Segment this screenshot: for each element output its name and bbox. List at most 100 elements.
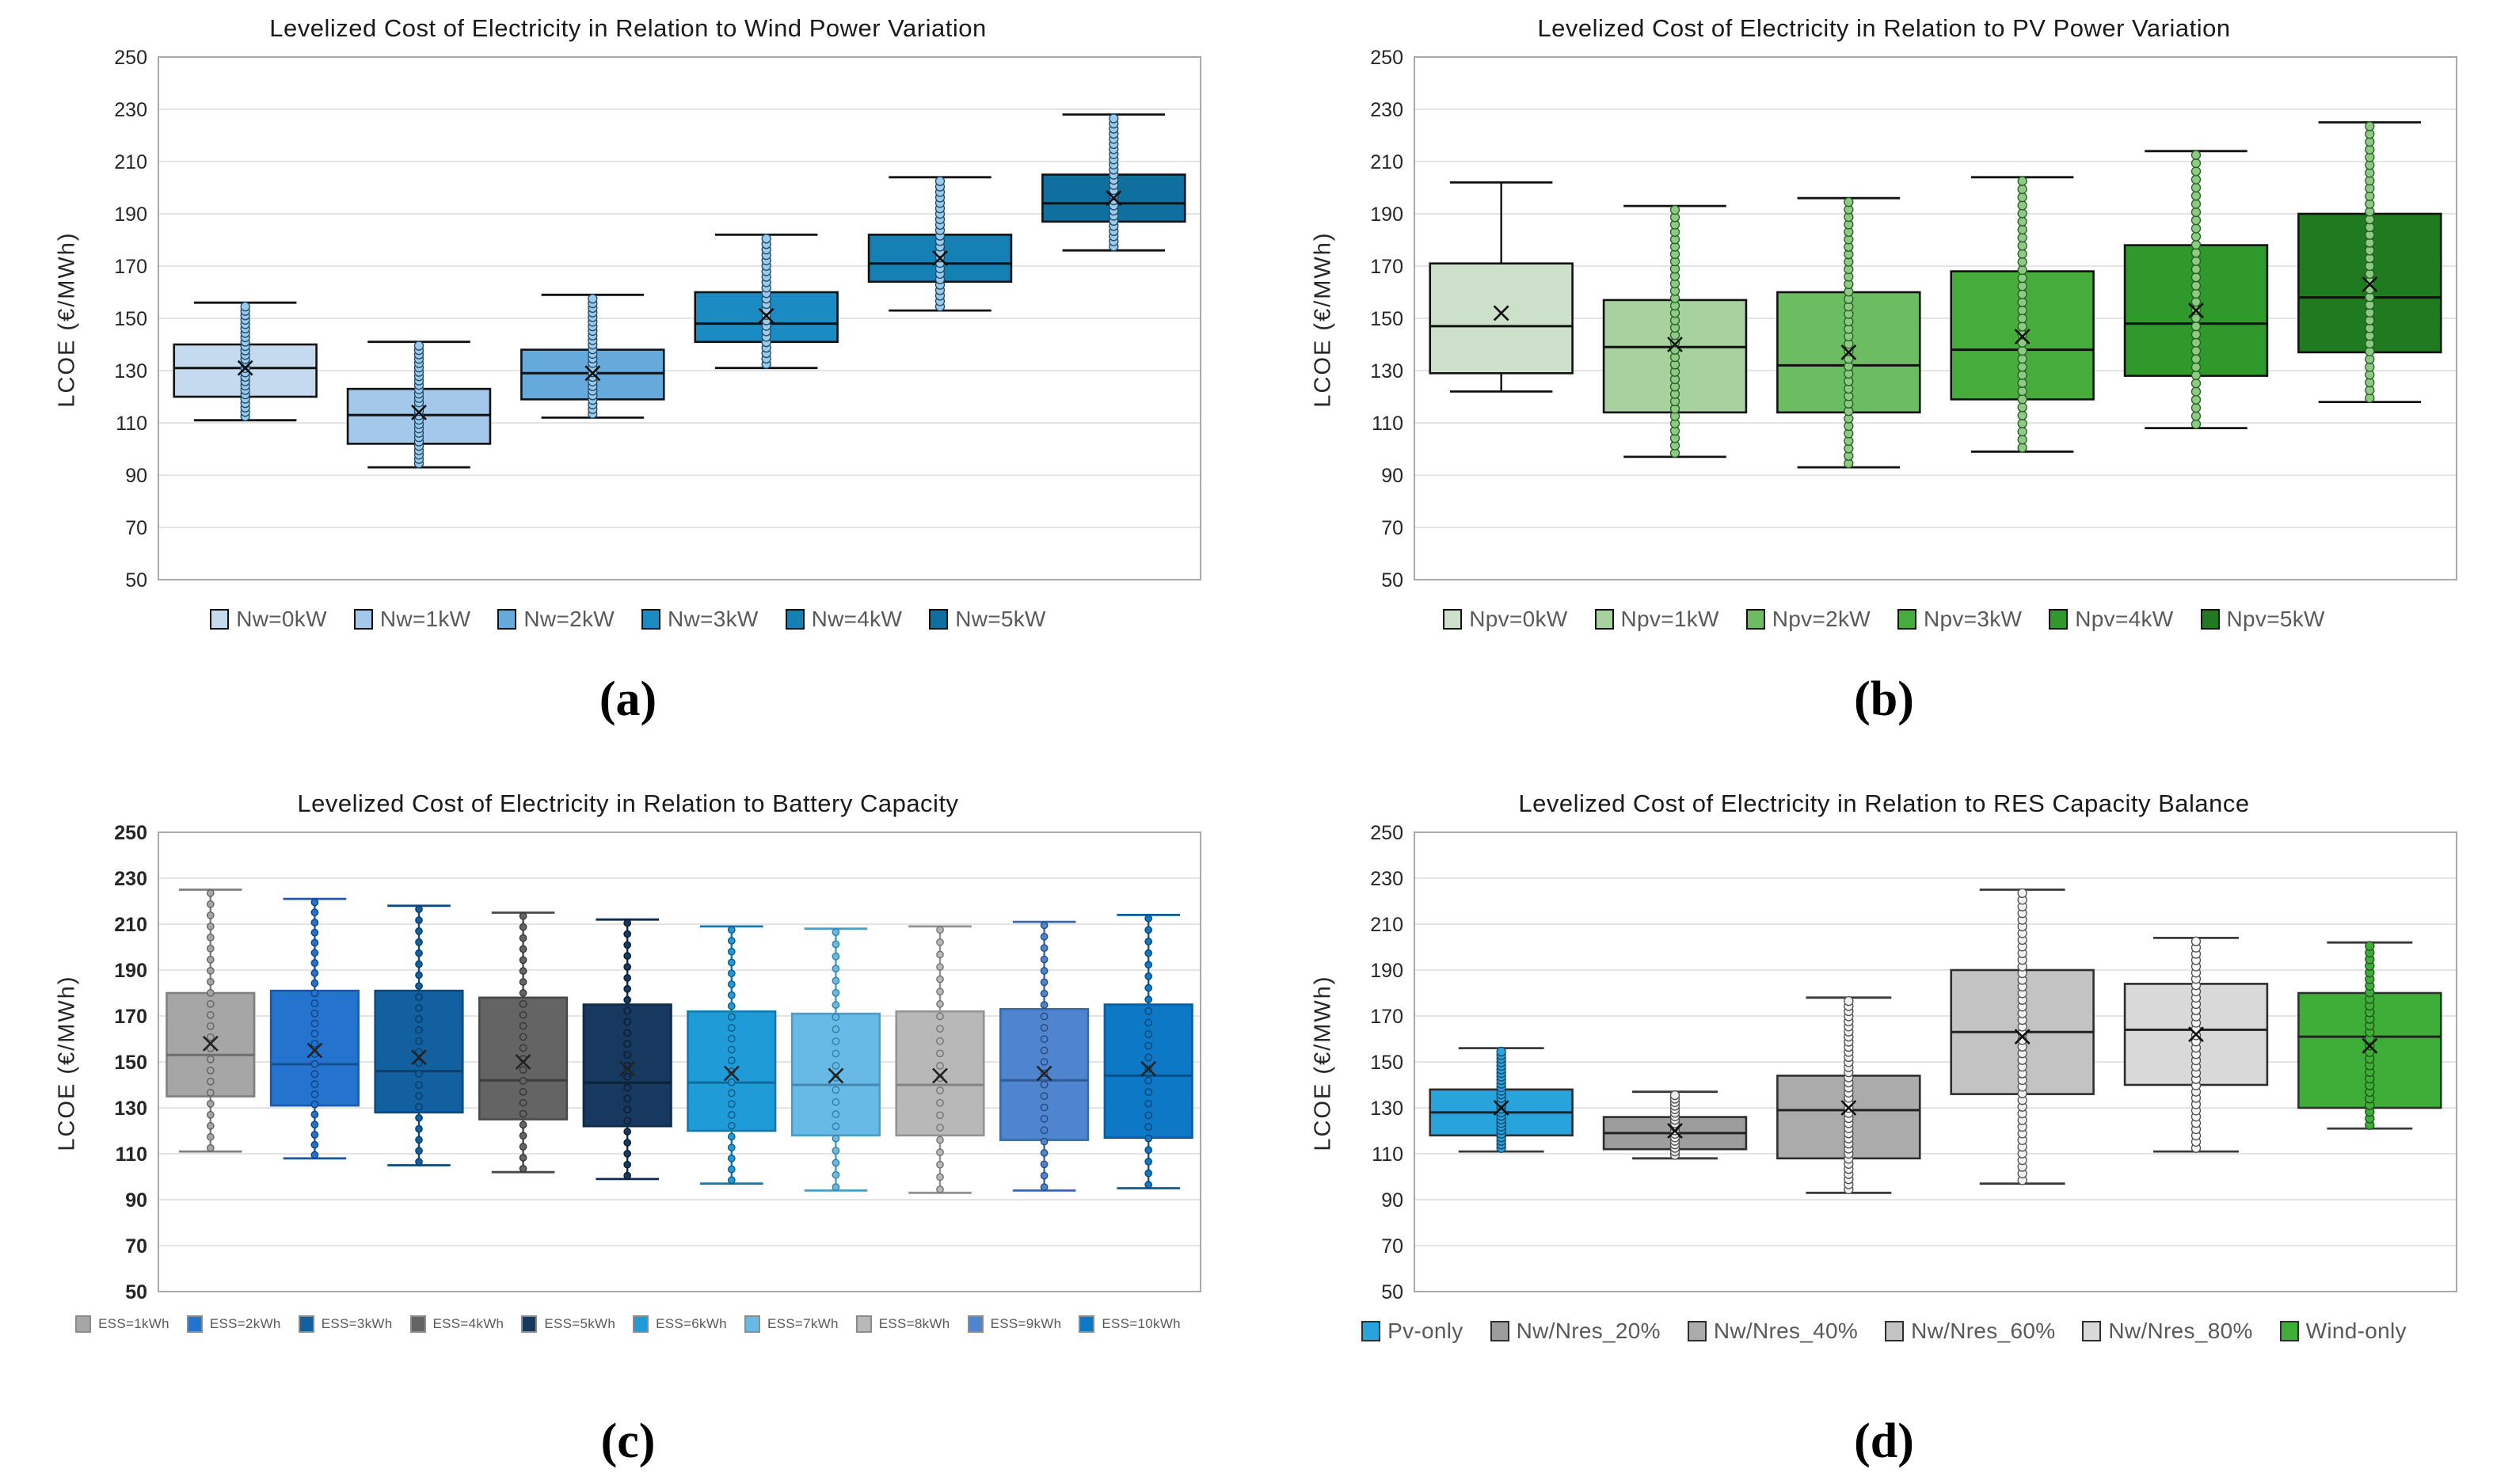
data-point xyxy=(936,1062,944,1070)
data-point xyxy=(2017,257,2027,267)
data-point xyxy=(2017,208,2027,219)
data-point xyxy=(1144,1018,1153,1027)
y-tick-label: 130 xyxy=(1370,360,1403,382)
y-tick-label: 50 xyxy=(125,569,147,591)
data-point xyxy=(832,1110,840,1118)
data-point xyxy=(1040,932,1049,941)
data-point xyxy=(832,1061,840,1070)
data-point xyxy=(936,950,944,959)
data-point xyxy=(519,1022,527,1030)
data-point xyxy=(415,960,423,968)
data-point xyxy=(727,1111,736,1119)
legend-swatch xyxy=(210,609,230,630)
data-point xyxy=(1496,1046,1506,1057)
iqr-box xyxy=(1429,262,1574,375)
data-point xyxy=(2190,313,2202,323)
data-point xyxy=(727,1045,736,1054)
legend-swatch xyxy=(521,1315,538,1333)
box-group-Nw=3kW xyxy=(694,233,839,370)
data-points xyxy=(1669,204,1680,459)
data-points xyxy=(936,926,944,1193)
data-point xyxy=(832,952,840,961)
legend-item: ESS=10kWh xyxy=(1079,1315,1181,1333)
mean-marker xyxy=(619,1060,636,1077)
box-group-Wind-only xyxy=(2297,941,2442,1130)
data-point xyxy=(832,940,840,949)
data-point xyxy=(2190,354,2202,364)
data-point xyxy=(240,301,250,312)
data-point xyxy=(623,1018,632,1026)
data-point xyxy=(2017,192,2027,203)
data-point xyxy=(415,1147,423,1155)
data-points xyxy=(2190,936,2202,1153)
data-point xyxy=(206,900,215,908)
data-point xyxy=(310,919,319,927)
legend-item: Wind-only xyxy=(2279,1318,2407,1344)
data-point xyxy=(727,980,736,988)
data-point xyxy=(832,965,840,972)
legend-swatch xyxy=(633,1315,649,1333)
y-tick-label: 230 xyxy=(1370,99,1403,121)
data-point xyxy=(206,1022,215,1030)
legend-item: Nw=4kW xyxy=(785,607,903,632)
legend-swatch xyxy=(2082,1321,2102,1341)
data-point xyxy=(519,1121,527,1129)
y-tick-label: 70 xyxy=(1381,1235,1403,1258)
data-point xyxy=(1144,926,1153,934)
data-point xyxy=(519,989,527,997)
legend-swatch xyxy=(1897,609,1916,630)
data-point xyxy=(1040,1137,1049,1146)
iqr-box xyxy=(269,989,360,1107)
y-tick-label: 150 xyxy=(114,1052,147,1074)
mean-marker xyxy=(306,1042,323,1059)
data-point xyxy=(2017,224,2027,235)
legend-item: Npv=1kW xyxy=(1594,607,1719,632)
legend-label: ESS=10kWh xyxy=(1102,1316,1181,1331)
data-point xyxy=(936,1098,944,1107)
legend-item: ESS=8kWh xyxy=(855,1315,950,1333)
legend-swatch xyxy=(1687,1321,1707,1341)
legend-swatch xyxy=(75,1315,92,1333)
data-point xyxy=(310,908,319,917)
data-point xyxy=(936,987,944,996)
panel-caption: (c) xyxy=(600,1414,656,1468)
data-point xyxy=(519,912,527,920)
data-point xyxy=(415,1158,423,1166)
data-point xyxy=(623,1094,632,1103)
legend-label: Npv=4kW xyxy=(2075,607,2174,631)
y-tick-label: 210 xyxy=(114,151,147,173)
data-point xyxy=(727,926,736,934)
data-point xyxy=(1144,1041,1153,1050)
data-point xyxy=(727,1056,736,1065)
y-tick-label: 90 xyxy=(1381,465,1403,487)
data-point xyxy=(832,1147,840,1155)
data-point xyxy=(2365,121,2375,131)
data-point xyxy=(727,1034,736,1043)
data-point xyxy=(310,928,319,937)
data-point xyxy=(832,1001,840,1009)
legend-swatch xyxy=(967,1315,984,1333)
data-point xyxy=(310,1131,319,1139)
legend-swatch xyxy=(298,1315,314,1333)
legend-swatch xyxy=(2049,609,2069,630)
chart-title: Levelized Cost of Electricity in Relatio… xyxy=(1537,14,2231,42)
legend-item: ESS=2kWh xyxy=(186,1315,281,1333)
data-point xyxy=(519,934,527,942)
data-point xyxy=(832,1049,840,1058)
data-point xyxy=(519,1143,527,1151)
mean-marker xyxy=(1106,190,1122,207)
data-point xyxy=(415,938,423,946)
data-point xyxy=(1040,1001,1049,1009)
legend-label: Npv=3kW xyxy=(1924,607,2023,631)
legend: Nw=0kW Nw=1kW Nw=2kW Nw=3kW Nw=4kW Nw=5kW xyxy=(210,607,1046,632)
data-point xyxy=(310,898,319,907)
data-point xyxy=(936,926,944,934)
data-point xyxy=(623,1051,632,1059)
data-point xyxy=(2190,296,2202,307)
box-group-Npv=2kW xyxy=(1776,196,1921,469)
data-point xyxy=(2190,166,2202,177)
data-point xyxy=(2190,345,2202,356)
data-point xyxy=(727,1121,736,1130)
panel-caption: (b) xyxy=(1854,672,1914,726)
data-point xyxy=(1144,1169,1153,1178)
